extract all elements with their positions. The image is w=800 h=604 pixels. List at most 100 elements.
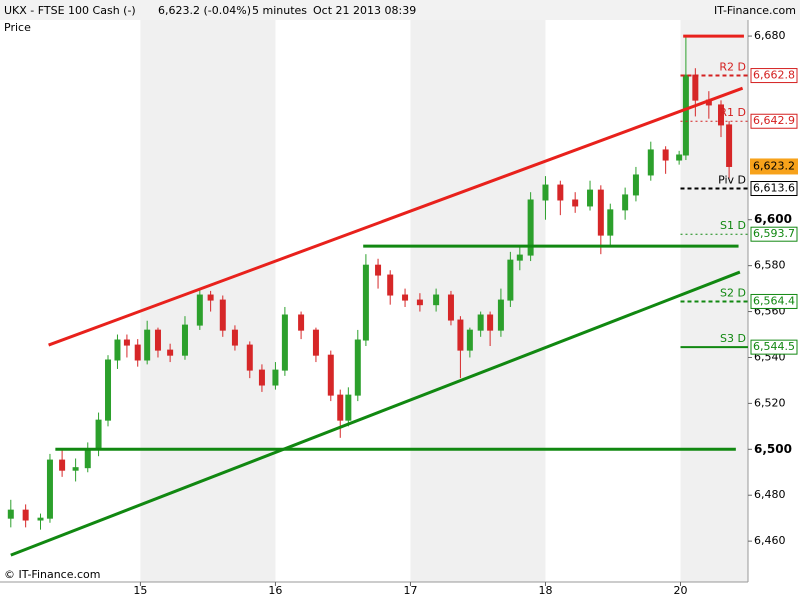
symbol: UKX - FTSE 100 Cash (-): [4, 4, 136, 17]
candle-body: [298, 314, 305, 331]
pivot-tag-box: [750, 226, 798, 242]
candle-body: [507, 259, 514, 301]
candle-body: [354, 339, 361, 396]
quote: 6,623.2 (-0.04%): [158, 4, 251, 17]
candle-body: [572, 199, 579, 207]
y-tick-label: 6,460: [754, 534, 786, 547]
candle-body: [7, 509, 14, 519]
y-tick-label: 6,480: [754, 488, 786, 501]
x-tick-label: 20: [673, 584, 687, 597]
candle-body: [95, 419, 102, 451]
candle-body: [337, 394, 344, 421]
candle-body: [416, 299, 423, 306]
pivot-tag: 6,613.6: [753, 182, 795, 195]
pivot-tag: 6,544.5: [753, 340, 795, 353]
candle-body: [144, 329, 151, 361]
y-axis-label: Price: [4, 21, 31, 34]
x-tick-label: 17: [403, 584, 417, 597]
candle-body: [487, 314, 494, 331]
pivot-tag-box: [750, 293, 798, 309]
session-shade: [410, 20, 546, 582]
candle-body: [447, 294, 454, 321]
candle-body: [402, 294, 409, 301]
y-tick-label: 6,680: [754, 29, 786, 42]
candle-body: [22, 509, 29, 521]
pivot-name: R2 D: [719, 61, 746, 74]
candle-body: [84, 449, 91, 469]
candle-body: [59, 459, 66, 471]
pivot-tag: 6,662.8: [753, 69, 795, 82]
pivot-name: S3 D: [720, 332, 746, 345]
y-tick-label: 6,520: [754, 396, 786, 409]
datetime: Oct 21 2013 08:39: [313, 4, 416, 17]
candle-body: [207, 294, 214, 301]
candle-body: [587, 189, 594, 207]
candle-body: [632, 174, 639, 196]
candle-body: [105, 359, 112, 421]
candle-body: [466, 329, 473, 351]
last-price-label: 6,623.2: [753, 159, 795, 172]
y-tick-label: 6,500: [754, 442, 792, 456]
candle-body: [246, 344, 253, 371]
candle-body: [662, 149, 669, 161]
candle-body: [622, 194, 629, 211]
candle-body: [597, 189, 604, 236]
pivot-name: Piv D: [718, 174, 746, 187]
candle-body: [167, 349, 174, 356]
pivot-tag: 6,593.7: [753, 227, 795, 240]
pivot-tag-box: [750, 339, 798, 355]
candle-body: [345, 394, 352, 421]
candle-body: [312, 329, 319, 356]
candle-body: [219, 299, 226, 331]
candle-body: [557, 184, 564, 201]
y-tick-label: 6,600: [754, 212, 792, 226]
candle-body: [181, 324, 188, 356]
copyright: © IT-Finance.com: [4, 568, 101, 581]
pivot-tag-box: [750, 68, 798, 84]
x-tick-label: 15: [133, 584, 147, 597]
candle-body: [154, 329, 161, 351]
candle-body: [114, 339, 121, 361]
pivot-tag: 6,564.4: [753, 294, 795, 307]
x-tick-label: 16: [268, 584, 282, 597]
brand: IT-Finance.com: [714, 4, 796, 17]
candle-body: [258, 369, 265, 386]
last-price-box: [750, 158, 798, 175]
candle-body: [717, 104, 724, 126]
candle-body: [272, 369, 279, 386]
candle-body: [676, 154, 683, 161]
pivot-tag-box: [750, 181, 798, 197]
header-bar: [0, 0, 800, 20]
y-tick-label: 6,580: [754, 259, 786, 272]
candle-body: [433, 294, 440, 306]
candle-body: [607, 209, 614, 236]
x-tick-label: 18: [538, 584, 552, 597]
candle-body: [46, 459, 53, 519]
pivot-name: S2 D: [720, 286, 746, 299]
candle-body: [231, 329, 238, 346]
pivot-name: R1 D: [719, 106, 746, 119]
candle-body: [726, 124, 733, 167]
candle-body: [375, 264, 382, 276]
candle-body: [362, 264, 369, 341]
candle-body: [123, 339, 130, 346]
candle-body: [516, 254, 523, 261]
session-shade: [140, 20, 276, 582]
trend-line: [48, 86, 744, 347]
candle-body: [527, 199, 534, 256]
candle-body: [281, 314, 288, 371]
pivot-tag-box: [750, 113, 798, 129]
candle-body: [692, 74, 699, 101]
candle-body: [387, 274, 394, 296]
candle-body: [457, 319, 464, 351]
candle-body: [542, 184, 549, 201]
pivot-tag: 6,642.9: [753, 114, 795, 127]
candle-body: [72, 467, 79, 471]
trend-line: [10, 270, 741, 557]
pivot-name: S1 D: [720, 219, 746, 232]
candle-body: [477, 314, 484, 331]
candle-body: [134, 344, 141, 361]
